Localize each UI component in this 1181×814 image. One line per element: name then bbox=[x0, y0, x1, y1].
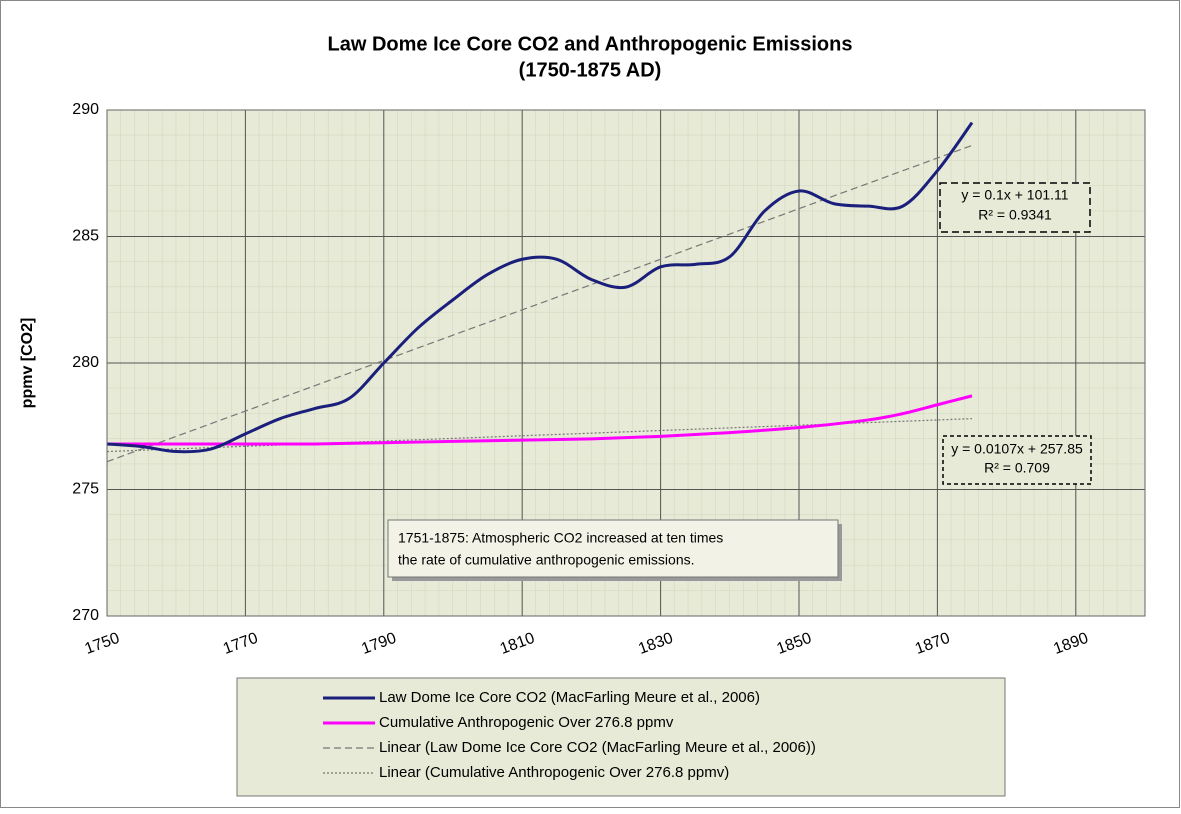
plot-border bbox=[106, 109, 1146, 617]
series-line bbox=[107, 394, 973, 446]
chart-title: Law Dome Ice Core CO2 and Anthropogenic … bbox=[328, 33, 853, 55]
y-tick-label: 275 bbox=[72, 481, 99, 498]
y-tick-label: 290 bbox=[72, 101, 99, 118]
trend-r2: R² = 0.709 bbox=[984, 460, 1050, 476]
trend-equation: y = 0.0107x + 257.85 bbox=[951, 441, 1083, 457]
legend-label: Linear (Law Dome Ice Core CO2 (MacFarlin… bbox=[379, 739, 816, 756]
note-text: the rate of cumulative anthropogenic emi… bbox=[398, 552, 695, 568]
y-tick-label: 285 bbox=[72, 228, 99, 245]
legend-label: Cumulative Anthropogenic Over 276.8 ppmv bbox=[379, 714, 674, 731]
y-tick-label: 280 bbox=[72, 354, 99, 371]
trend-equation-box bbox=[942, 435, 1092, 485]
note-box bbox=[387, 519, 839, 578]
legend-label: Linear (Cumulative Anthropogenic Over 27… bbox=[379, 764, 729, 781]
y-axis-label: ppmv [CO2] bbox=[19, 318, 36, 409]
chart-subtitle: (1750-1875 AD) bbox=[519, 59, 662, 81]
trend-r2: R² = 0.9341 bbox=[978, 207, 1052, 223]
y-tick-label: 270 bbox=[72, 607, 99, 624]
trend-equation-box bbox=[939, 182, 1091, 233]
legend-label: Law Dome Ice Core CO2 (MacFarling Meure … bbox=[379, 689, 760, 706]
series-line bbox=[106, 121, 974, 454]
trend-equation: y = 0.1x + 101.11 bbox=[961, 187, 1068, 203]
note-text: 1751-1875: Atmospheric CO2 increased at … bbox=[398, 530, 723, 546]
